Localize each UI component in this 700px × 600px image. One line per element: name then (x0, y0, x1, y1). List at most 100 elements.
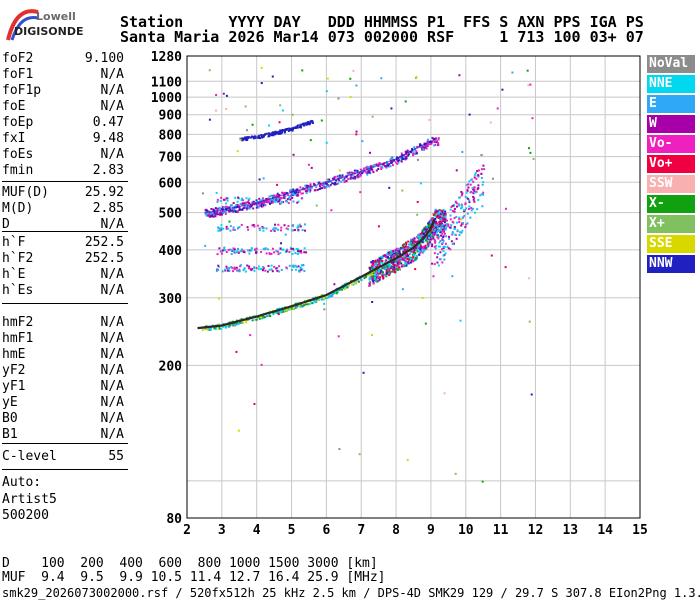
echo-dot (371, 273, 374, 276)
param-row: foF2 9.100 (2, 51, 124, 67)
echo-dot (394, 252, 397, 255)
echo-dot (233, 268, 236, 271)
echo-dot (300, 250, 303, 253)
echo-dot (276, 183, 279, 186)
echo-dot (402, 248, 405, 251)
echo-dot (404, 262, 407, 265)
echo-dot (421, 147, 424, 150)
echo-dot (355, 280, 358, 283)
echo-dot (241, 202, 244, 205)
echo-dot (331, 177, 334, 180)
echo-dot (389, 165, 392, 168)
echo-dot (237, 196, 240, 199)
echo-dot (275, 227, 278, 230)
echo-dot (441, 238, 444, 241)
echo-dot (376, 280, 379, 283)
footer-muf-row: MUF 9.4 9.5 9.9 10.5 11.4 12.7 16.4 25.9… (2, 570, 386, 585)
echo-dot (253, 267, 256, 270)
echo-dot (209, 328, 212, 331)
echo-dot (286, 248, 289, 251)
echo-dot (227, 208, 230, 211)
echo-dot (286, 200, 289, 203)
echo-dot (304, 303, 307, 306)
echo-dot (458, 74, 461, 77)
echo-dot (262, 315, 265, 318)
echo-dot (434, 210, 437, 213)
echo-dot (491, 177, 494, 180)
echo-dot (435, 244, 438, 247)
echo-dot (436, 236, 439, 239)
echo-dot (442, 218, 445, 221)
echo-dot (285, 227, 288, 230)
echo-dot (235, 350, 238, 353)
echo-dot (260, 363, 263, 366)
echo-dot (414, 268, 417, 271)
echo-dot (350, 171, 353, 174)
echo-dot (394, 161, 397, 164)
echo-dot (225, 94, 228, 97)
echo-dot (374, 263, 377, 266)
echo-dot (386, 263, 389, 266)
echo-dot (249, 334, 252, 337)
echo-dot (465, 223, 468, 226)
echo-dot (434, 240, 437, 243)
echo-dot (431, 235, 434, 238)
echo-dot (243, 137, 246, 140)
param-label: fmin (2, 163, 34, 178)
echo-dot (291, 113, 294, 116)
echo-dot (386, 267, 389, 270)
echo-dot (389, 267, 392, 270)
echo-dot (354, 175, 357, 178)
echo-dot (397, 160, 400, 163)
echo-dot (288, 196, 291, 199)
echo-dot (292, 153, 295, 156)
echo-dot (318, 187, 321, 190)
echo-dot (294, 268, 297, 271)
echo-dot (382, 265, 385, 268)
echo-dot (412, 251, 415, 254)
echo-dot (281, 109, 284, 112)
echo-dot (430, 222, 433, 225)
echo-dot (255, 200, 258, 203)
header-values: Santa Maria 2026 Mar14 073 002000 RSF 1 … (120, 28, 644, 46)
echo-dot (430, 217, 433, 220)
echo-dot (466, 189, 469, 192)
param-value: N/A (100, 331, 124, 346)
echo-dot (399, 257, 402, 260)
echo-dot (398, 262, 401, 265)
echo-dot (260, 202, 263, 205)
echo-dot (332, 292, 335, 295)
echo-dot (343, 181, 346, 184)
echo-dot (287, 129, 290, 132)
echo-dot (255, 318, 258, 321)
echo-dot (407, 262, 410, 265)
echo-dot (237, 429, 240, 432)
echo-dot (282, 201, 285, 204)
echo-dot (283, 197, 286, 200)
echo-dot (276, 131, 279, 134)
param-label: B0 (2, 411, 18, 426)
echo-dot (386, 265, 389, 268)
echo-dot (346, 286, 349, 289)
echo-dot (376, 264, 379, 267)
echo-dot (386, 271, 389, 274)
echo-dot (306, 187, 309, 190)
param-value: 55 (108, 449, 124, 464)
echo-dot (349, 176, 352, 179)
echo-dot (437, 237, 440, 240)
echo-dot (410, 250, 413, 253)
echo-dot (259, 199, 262, 202)
echo-dot (360, 279, 363, 282)
echo-dot (246, 264, 249, 267)
echo-dot (292, 264, 295, 267)
echo-dot (371, 278, 374, 281)
echo-dot (328, 185, 331, 188)
echo-dot (228, 269, 231, 272)
echo-dot (268, 200, 271, 203)
echo-dot (375, 264, 378, 267)
echo-dot (451, 209, 454, 212)
echo-dot (341, 174, 344, 177)
echo-dot (404, 259, 407, 262)
echo-dot (482, 191, 485, 194)
echo-dot (463, 214, 466, 217)
